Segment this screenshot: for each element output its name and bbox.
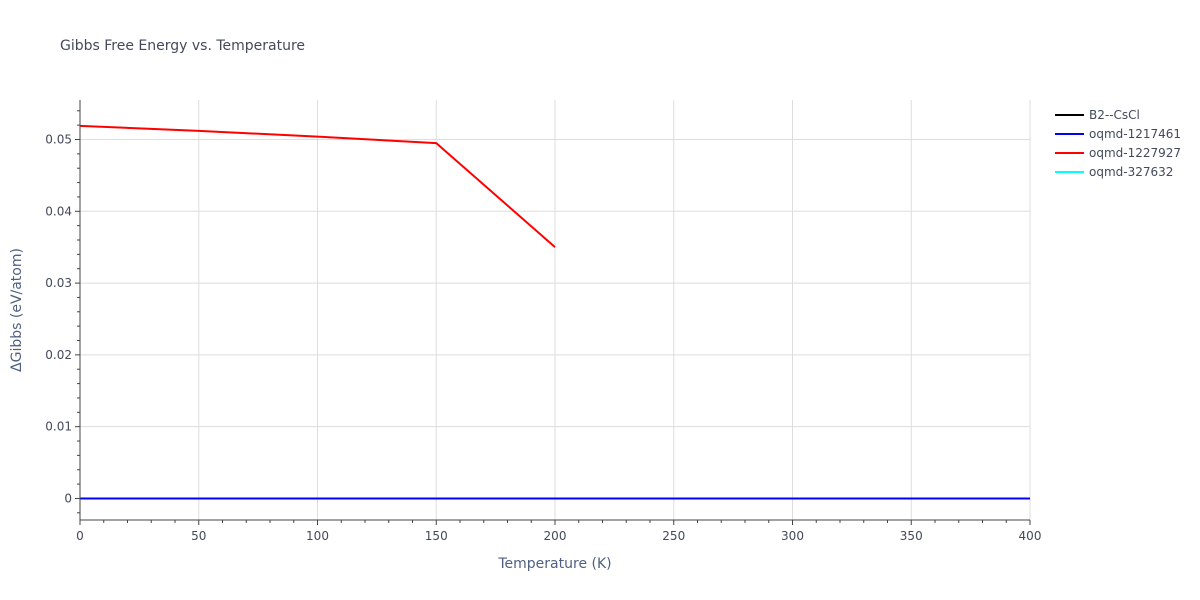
legend-label: oqmd-1217461	[1089, 127, 1181, 141]
y-tick-label: 0.02	[45, 348, 72, 362]
y-tick-label: 0.01	[45, 420, 72, 434]
x-tick-label: 300	[781, 529, 804, 543]
legend-item[interactable]: B2--CsCl	[1055, 108, 1140, 122]
legend-label: oqmd-327632	[1089, 165, 1173, 179]
y-tick-label: 0	[64, 491, 72, 505]
legend-label: B2--CsCl	[1089, 108, 1140, 122]
legend[interactable]: B2--CsCl oqmd-1217461 oqmd-1227927 oqmd-327…	[1055, 108, 1181, 179]
y-tick-label: 0.05	[45, 132, 72, 146]
y-axis-title: ΔGibbs (eV/atom)	[9, 248, 25, 372]
series-line-oqmd-1227927	[79, 124, 556, 248]
plot-area	[79, 124, 1030, 500]
x-tick-label: 400	[1019, 529, 1042, 543]
grid	[80, 100, 1031, 520]
x-tick-label: 0	[76, 529, 84, 543]
x-tick-label: 100	[306, 529, 329, 543]
y-tick-label: 0.03	[45, 276, 72, 290]
x-tick-label: 50	[191, 529, 206, 543]
axes: 0 50 100 150 200 250 300 350 400 0 0.01 0.02 0.03 0.0…	[45, 100, 1041, 543]
x-axis-title: Temperature (K)	[497, 556, 611, 572]
chart-title: Gibbs Free Energy vs. Temperature	[60, 38, 305, 54]
x-tick-label: 350	[900, 529, 923, 543]
legend-item[interactable]: oqmd-327632	[1055, 165, 1173, 179]
legend-item[interactable]: oqmd-1217461	[1055, 127, 1181, 141]
legend-item[interactable]: oqmd-1227927	[1055, 146, 1181, 160]
legend-label: oqmd-1227927	[1089, 146, 1181, 160]
x-tick-label: 150	[425, 529, 448, 543]
x-tick-label: 200	[544, 529, 567, 543]
y-tick-label: 0.04	[45, 204, 72, 218]
x-tick-label: 250	[662, 529, 685, 543]
